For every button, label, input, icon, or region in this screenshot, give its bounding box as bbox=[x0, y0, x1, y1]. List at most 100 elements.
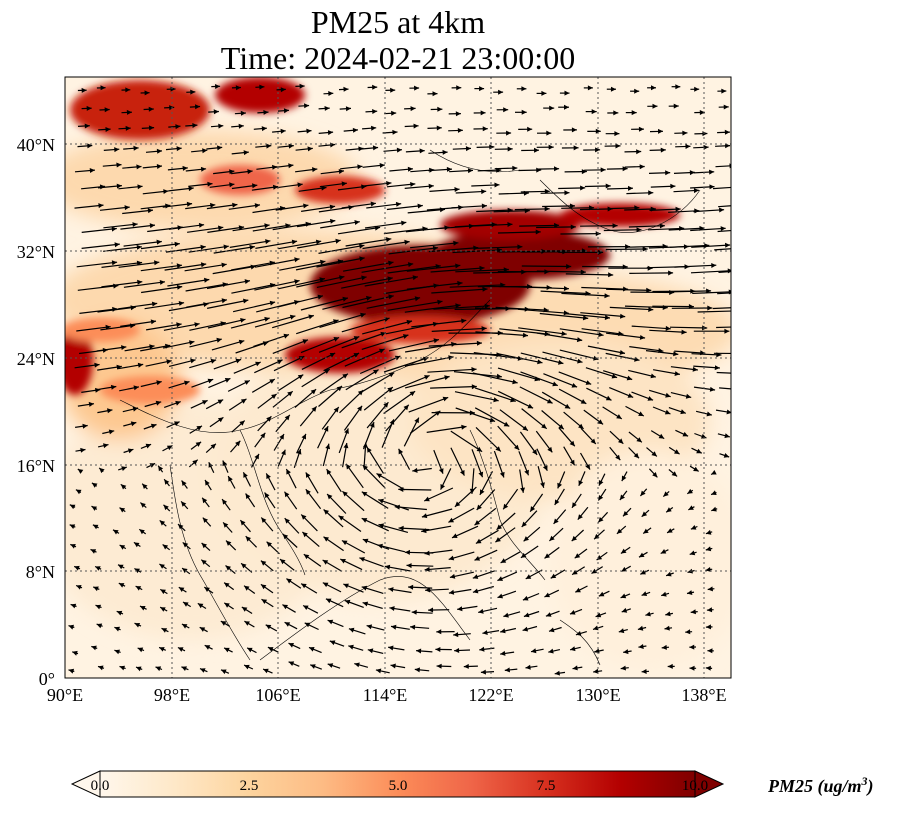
wind-arrow-head bbox=[414, 417, 419, 424]
wind-arrow-head bbox=[341, 181, 347, 187]
wind-arrow-head bbox=[379, 348, 385, 354]
wind-arrow-head bbox=[549, 105, 555, 111]
wind-arrow-head bbox=[610, 86, 616, 92]
wind-arrow-head bbox=[196, 425, 202, 431]
wind-arrow-head bbox=[238, 123, 244, 129]
wind-arrow-head bbox=[150, 319, 156, 325]
wind-arrow bbox=[275, 204, 309, 211]
wind-arrow-head bbox=[682, 130, 688, 136]
wind-arrow-head bbox=[142, 483, 148, 489]
wind-arrow-head bbox=[613, 110, 619, 116]
wind-arrow bbox=[146, 323, 182, 331]
wind-arrow-head bbox=[82, 423, 88, 429]
wind-arrow-head bbox=[685, 629, 691, 635]
wind-arrow-head bbox=[578, 423, 584, 429]
wind-arrow-head bbox=[213, 109, 219, 115]
wind-arrow-head bbox=[202, 148, 208, 154]
wind-arrow bbox=[718, 270, 731, 273]
wind-arrow-head bbox=[319, 277, 325, 283]
wind-arrow-head bbox=[91, 482, 98, 488]
wind-arrow-head bbox=[639, 552, 645, 558]
wind-arrow-head bbox=[244, 621, 250, 626]
wind-arrow-head bbox=[240, 520, 246, 526]
wind-arrow-head bbox=[636, 227, 642, 233]
wind-arrow-head bbox=[414, 85, 420, 91]
wind-arrow-head bbox=[652, 472, 658, 478]
wind-arrow-head bbox=[534, 147, 539, 153]
wind-arrow-head bbox=[286, 469, 291, 475]
wind-arrow bbox=[536, 332, 583, 341]
wind-arrow-head bbox=[401, 220, 407, 226]
wind-arrow-head bbox=[88, 401, 94, 407]
wind-arrow-head bbox=[249, 244, 255, 250]
wind-arrow-head bbox=[522, 595, 529, 601]
wind-arrow-head bbox=[265, 624, 272, 630]
wind-arrow-head bbox=[373, 369, 379, 375]
colorbar-tick-4: 10.0 bbox=[681, 778, 709, 794]
wind-arrow-head bbox=[182, 542, 189, 548]
wind-arrow-head bbox=[162, 544, 169, 550]
wind-arrow-head bbox=[720, 226, 726, 232]
wind-arrow-head bbox=[114, 242, 120, 248]
wind-arrow-head bbox=[522, 425, 528, 431]
wind-arrow bbox=[514, 208, 550, 211]
map-frame bbox=[64, 76, 732, 679]
wind-arrow-head bbox=[455, 111, 461, 117]
wind-arrow-head bbox=[362, 442, 368, 448]
wind-arrow-head bbox=[711, 490, 717, 495]
wind-arrow-head bbox=[133, 385, 139, 391]
wind-arrow-head bbox=[494, 182, 500, 188]
wind-arrow-head bbox=[266, 541, 272, 547]
wind-arrow-head bbox=[497, 576, 503, 581]
wind-arrow-head bbox=[503, 612, 509, 618]
wind-arrow-head bbox=[537, 359, 543, 365]
wind-arrow-head bbox=[304, 103, 310, 109]
wind-arrow-head bbox=[354, 220, 360, 225]
wind-arrow-head bbox=[287, 391, 293, 397]
wind-arrow-head bbox=[302, 532, 308, 538]
wind-arrow-head bbox=[166, 445, 173, 451]
wind-arrow-head bbox=[605, 183, 611, 189]
wind-arrow bbox=[359, 372, 395, 394]
wind-arrow-head bbox=[554, 166, 560, 172]
wind-arrow-head bbox=[184, 380, 190, 386]
wind-arrow-head bbox=[388, 260, 394, 266]
colorbar-title: PM25 (ug/m3) bbox=[768, 774, 874, 796]
wind-arrow-head bbox=[266, 416, 272, 422]
wind-arrow bbox=[561, 207, 595, 209]
wind-arrow-head bbox=[329, 204, 336, 210]
wind-arrow-head bbox=[130, 421, 137, 427]
wind-arrow bbox=[496, 352, 543, 364]
wind-arrow-head bbox=[616, 528, 623, 534]
wind-arrow-head bbox=[507, 146, 513, 152]
wind-arrow-head bbox=[709, 386, 716, 392]
wind-arrow bbox=[301, 205, 336, 212]
wind-arrow-head bbox=[640, 569, 646, 575]
wind-arrow-head bbox=[663, 491, 669, 497]
wind-arrow-head bbox=[453, 632, 459, 638]
wind-arrow-head bbox=[615, 454, 621, 461]
wind-arrow-head bbox=[414, 296, 421, 302]
wind-arrow-head bbox=[585, 380, 592, 385]
wind-arrow-head bbox=[474, 520, 480, 526]
wind-arrow bbox=[388, 339, 440, 352]
wind-arrow bbox=[362, 241, 410, 250]
wind-arrow-head bbox=[424, 496, 430, 502]
wind-arrow-head bbox=[558, 359, 564, 365]
wind-arrow-head bbox=[76, 585, 82, 590]
wind-arrow-head bbox=[448, 589, 455, 595]
wind-arrow-head bbox=[479, 265, 485, 271]
wind-arrow-head bbox=[489, 144, 495, 150]
wind-arrow-head bbox=[360, 312, 366, 318]
wind-arrow-head bbox=[77, 469, 84, 474]
colorbar-tick-1: 2.5 bbox=[239, 778, 259, 794]
wind-arrow-head bbox=[328, 91, 334, 96]
wind-arrow bbox=[229, 240, 271, 248]
wind-arrow-head bbox=[389, 606, 395, 611]
wind-arrow-head bbox=[154, 260, 160, 266]
wind-arrow bbox=[404, 304, 461, 313]
wind-arrow-head bbox=[497, 593, 503, 599]
wind-arrow-head bbox=[303, 605, 309, 610]
wind-arrow-head bbox=[194, 322, 200, 328]
wind-arrow bbox=[228, 204, 261, 210]
